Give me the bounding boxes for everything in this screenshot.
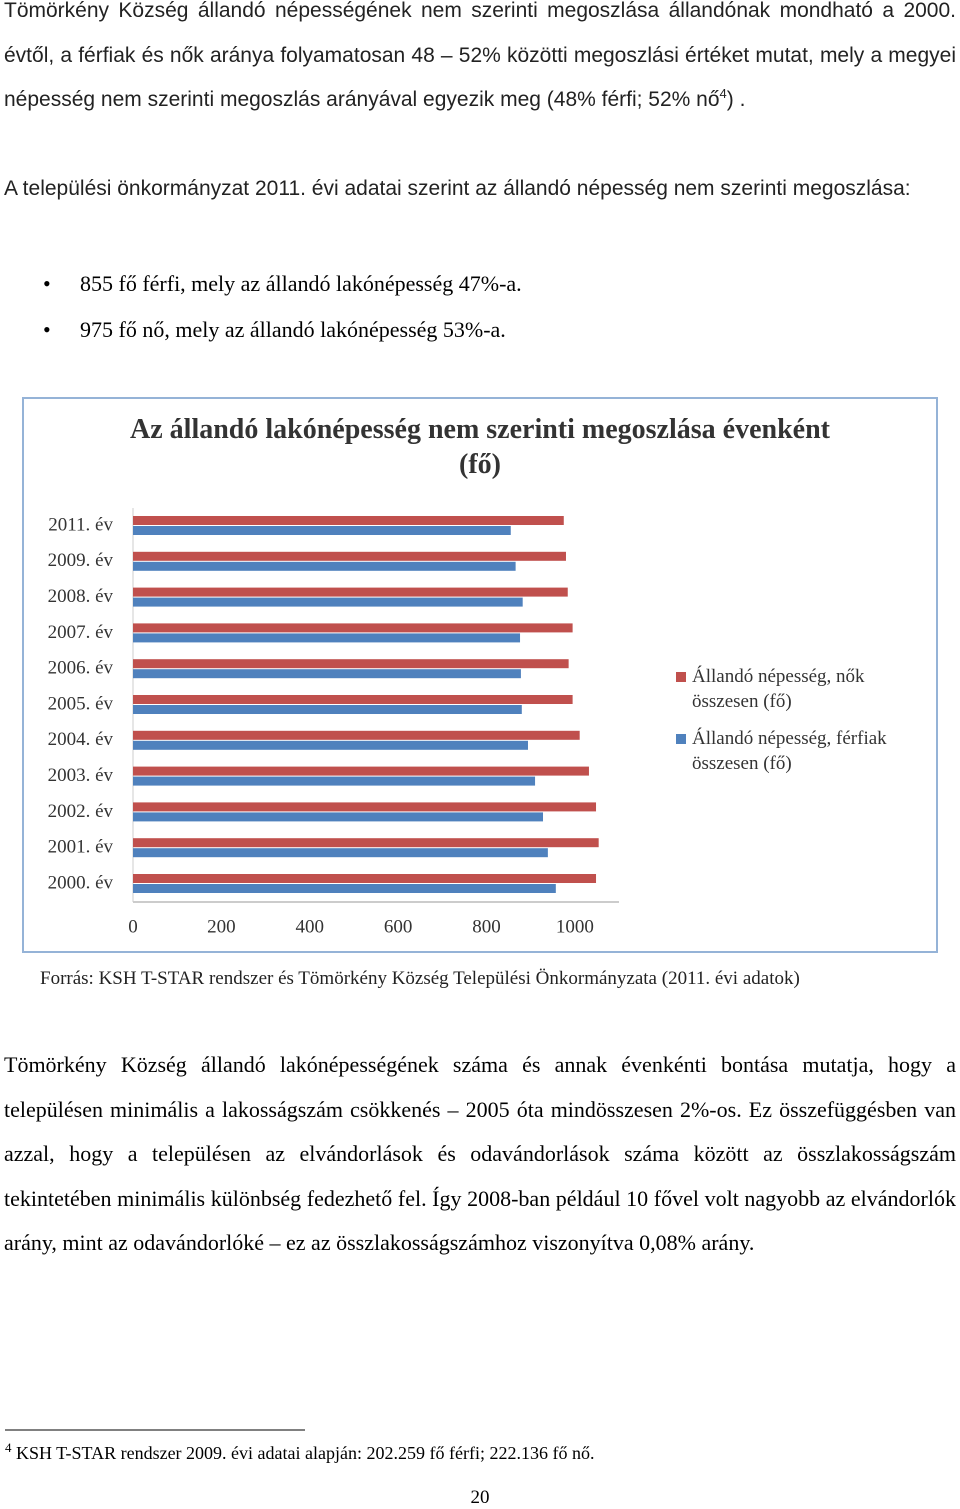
legend-item: Állandó népesség, nők összesen (fő) bbox=[676, 664, 927, 714]
y-tick-label: 2002. év bbox=[48, 801, 114, 822]
paragraph: Tömörkény Község állandó népességének ne… bbox=[4, 0, 956, 123]
bar bbox=[133, 802, 597, 812]
bar bbox=[133, 516, 564, 525]
bar bbox=[133, 884, 556, 893]
bar bbox=[133, 526, 511, 535]
paragraph: Tömörkény Község állandó lakónépességéne… bbox=[4, 1052, 956, 1255]
footnote-ref: 4 bbox=[719, 86, 727, 101]
bar bbox=[133, 551, 566, 561]
y-tick-label: 2003. év bbox=[48, 765, 114, 786]
bar bbox=[133, 633, 521, 643]
bar bbox=[133, 848, 548, 858]
x-tick-label: 600 bbox=[384, 916, 413, 937]
footnote-ref: 4 bbox=[5, 1440, 12, 1455]
bullet-item: • 975 fő nő, mely az állandó lakónépesség… bbox=[43, 317, 506, 342]
chart-title: Az állandó lakónépesség nem szerinti meg… bbox=[130, 414, 830, 480]
y-tick-label: 2011. év bbox=[48, 514, 113, 535]
text: KSH T-STAR rendszer 2009. évi adatai ala… bbox=[11, 1443, 595, 1463]
legend-label: Állandó népesség, nők összesen (fő) bbox=[692, 666, 865, 712]
x-tick-label: 800 bbox=[472, 916, 501, 937]
text: ) . bbox=[726, 88, 746, 111]
source: Forrás: KSH T-STAR rendszer és Tömörkény… bbox=[40, 968, 800, 989]
y-tick-label: 2001. év bbox=[48, 837, 114, 858]
bar bbox=[133, 623, 573, 633]
bar bbox=[133, 561, 516, 571]
bar bbox=[133, 695, 573, 704]
legend: Állandó népesség, nők összesen (fő) Állan… bbox=[676, 664, 927, 788]
footnote: 4 KSH T-STAR rendszer 2009. évi adatai a… bbox=[5, 1440, 595, 1464]
paragraph: A települési önkormányzat 2011. évi adat… bbox=[4, 177, 911, 200]
bar bbox=[133, 838, 599, 848]
y-tick-label: 2007. év bbox=[48, 622, 114, 643]
bar bbox=[133, 812, 544, 822]
text: 975 fő nő, mely az állandó lakónépesség … bbox=[80, 317, 506, 342]
text: Tömörkény Község állandó népességének ne… bbox=[4, 0, 956, 111]
y-tick-label: 2009. év bbox=[48, 550, 114, 571]
x-tick-label: 0 bbox=[128, 916, 138, 937]
bullet-item: • 855 fő férfi, mely az állandó lakónépes… bbox=[43, 271, 522, 296]
bar bbox=[133, 587, 568, 597]
legend-item: Állandó népesség, férfiak összesen (fő) bbox=[676, 726, 927, 776]
bar bbox=[133, 597, 523, 607]
y-tick-label: 2006. év bbox=[48, 658, 114, 679]
bar bbox=[133, 659, 569, 669]
text: 855 fő férfi, mely az állandó lakónépess… bbox=[80, 271, 522, 296]
bar bbox=[133, 730, 580, 740]
x-tick-label: 400 bbox=[295, 916, 324, 937]
x-tick-label: 1000 bbox=[556, 916, 594, 937]
bar bbox=[133, 740, 528, 750]
bar bbox=[133, 766, 589, 776]
legend-swatch bbox=[676, 734, 686, 744]
legend-swatch bbox=[676, 672, 686, 682]
y-tick-label: 2000. év bbox=[48, 872, 114, 893]
x-tick-label: 200 bbox=[207, 916, 236, 937]
page-number: 20 bbox=[470, 1487, 490, 1508]
y-tick-label: 2004. év bbox=[48, 729, 114, 750]
bar bbox=[133, 776, 536, 786]
y-tick-label: 2008. év bbox=[48, 586, 114, 607]
y-tick-label: 2005. év bbox=[48, 693, 114, 714]
legend-label: Állandó népesség, férfiak összesen (fő) bbox=[692, 728, 887, 774]
bullet-list: • 855 fő férfi, mely az állandó lakónépes… bbox=[43, 261, 522, 353]
bar bbox=[133, 874, 597, 883]
bar bbox=[133, 669, 521, 679]
bar bbox=[133, 705, 522, 714]
